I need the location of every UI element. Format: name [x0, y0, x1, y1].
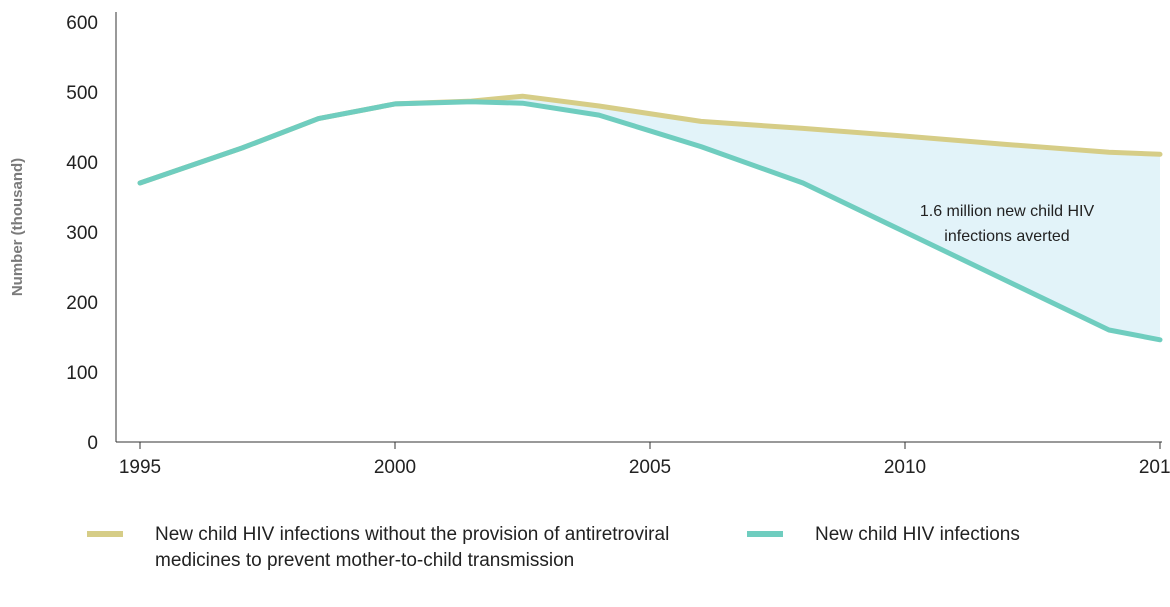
legend-swatch-without-arv [87, 531, 123, 537]
x-tick-label: 2000 [374, 457, 416, 478]
y-tick-label: 300 [66, 223, 98, 244]
chart: 0 100 200 300 400 500 600 1995 2000 2005 2010 2015 N… [9, 12, 1170, 478]
y-tick-label: 400 [66, 153, 98, 174]
y-axis-label: Number (thousand) [9, 158, 26, 296]
x-tick-label: 2015 [1139, 457, 1170, 478]
y-tick-label: 100 [66, 363, 98, 384]
legend-label-without-arv: New child HIV infections without the pro… [155, 524, 670, 571]
x-tick-label: 2005 [629, 457, 671, 478]
legend-swatch-new-infections [747, 531, 783, 537]
annotation-text: 1.6 million new child HIV [920, 203, 1095, 220]
legend-label-new-infections: New child HIV infections [815, 524, 1020, 545]
x-tick-label: 1995 [119, 457, 161, 478]
y-tick-label: 500 [66, 83, 98, 104]
y-tick-label: 200 [66, 293, 98, 314]
annotation-text: infections averted [944, 228, 1069, 245]
averted-area [140, 96, 1160, 340]
x-tick-label: 2010 [884, 457, 926, 478]
series-line-new-infections [137, 99, 1163, 343]
y-tick-label: 0 [87, 433, 98, 454]
y-tick-label: 600 [66, 13, 98, 34]
